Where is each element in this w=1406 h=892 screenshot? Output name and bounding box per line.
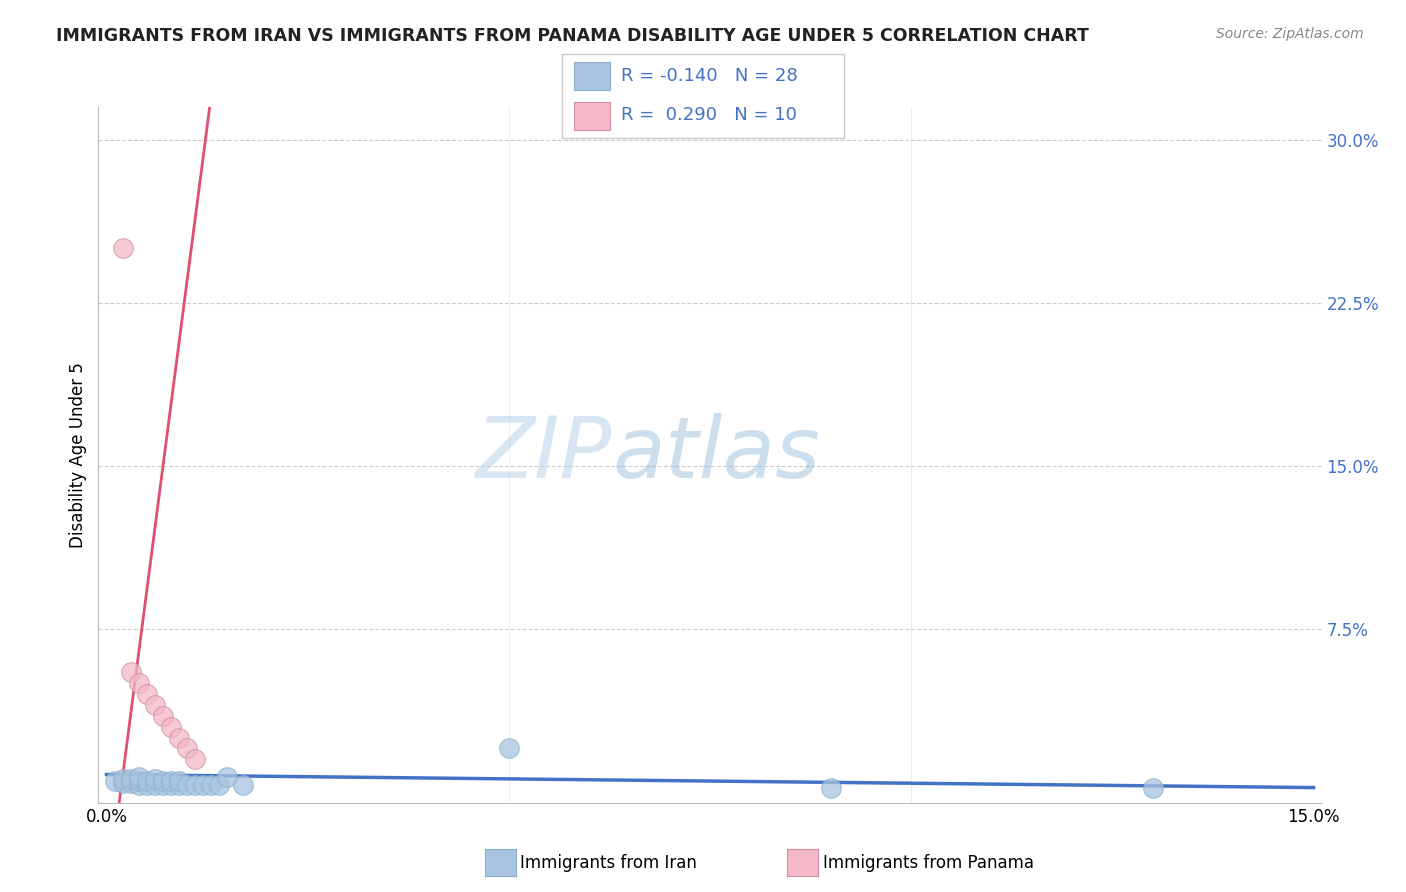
Point [167,731,190,745]
Point [152,774,174,789]
Point [152,708,174,723]
Point [167,778,190,792]
Point [143,778,166,792]
Point [191,778,214,792]
Point [820,780,842,795]
Text: R =  0.290   N = 10: R = 0.290 N = 10 [621,106,797,124]
Point [111,776,134,790]
Text: Immigrants from Iran: Immigrants from Iran [520,854,697,871]
Point [120,665,142,680]
Point [184,778,207,792]
Point [200,778,222,792]
Point [103,774,125,789]
Text: atlas: atlas [612,413,820,497]
Point [167,774,190,789]
Point [152,778,174,792]
Point [143,772,166,786]
Point [128,778,150,792]
Point [128,774,150,789]
FancyBboxPatch shape [574,102,610,130]
Point [1142,780,1164,795]
Text: ZIP: ZIP [475,413,612,497]
Text: Source: ZipAtlas.com: Source: ZipAtlas.com [1216,27,1364,41]
Point [208,778,231,792]
Point [120,776,142,790]
Point [128,770,150,784]
Point [176,741,198,756]
Point [160,778,183,792]
Point [160,720,183,734]
Point [232,778,254,792]
Point [111,772,134,786]
Point [184,752,207,766]
Text: Immigrants from Panama: Immigrants from Panama [823,854,1033,871]
Point [135,687,157,701]
Text: R = -0.140   N = 28: R = -0.140 N = 28 [621,68,799,86]
Point [135,774,157,789]
Point [128,676,150,690]
Point [111,241,134,255]
Text: IMMIGRANTS FROM IRAN VS IMMIGRANTS FROM PANAMA DISABILITY AGE UNDER 5 CORRELATIO: IMMIGRANTS FROM IRAN VS IMMIGRANTS FROM … [56,27,1090,45]
FancyBboxPatch shape [574,62,610,90]
Point [217,770,239,784]
Point [176,778,198,792]
Point [135,778,157,792]
Point [143,698,166,712]
Point [498,741,520,756]
Y-axis label: Disability Age Under 5: Disability Age Under 5 [69,362,87,548]
Point [160,774,183,789]
Point [120,772,142,786]
